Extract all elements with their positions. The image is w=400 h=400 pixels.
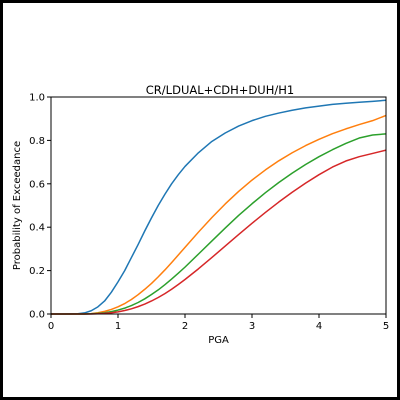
series-line-2: [51, 114, 387, 315]
x-tick-label: 4: [316, 321, 322, 332]
x-tick-label: 1: [115, 321, 121, 332]
x-axis-label: PGA: [208, 335, 229, 346]
y-tick-label: 0.8: [29, 136, 45, 147]
series-line-1: [51, 99, 387, 315]
y-tick-label: 0.6: [29, 179, 45, 190]
y-tick-label: 0.0: [29, 310, 45, 321]
y-tick-label: 1.0: [29, 93, 45, 104]
x-tick-label: 2: [182, 321, 188, 332]
x-tick-label: 0: [48, 321, 54, 332]
series-line-3: [51, 133, 387, 315]
x-tick-label: 3: [249, 321, 255, 332]
y-tick-label: 0.2: [29, 266, 45, 277]
chart-title: CR/LDUAL+CDH+DUH/H1: [146, 83, 294, 97]
series-line-4: [51, 149, 387, 315]
x-tick-label: 5: [383, 321, 389, 332]
chart: CR/LDUAL+CDH+DUH/H1 0 1 2 3 4 5 0.0 0.2 0.4 0.6 0.…: [12, 83, 389, 346]
y-axis-label: Probability of Exceedance: [12, 141, 23, 270]
y-tick-label: 0.4: [29, 223, 45, 234]
series-lines: [51, 99, 387, 315]
axis-ticks: 0 1 2 3 4 5 0.0 0.2 0.4 0.6 0.8 1.0: [29, 93, 389, 333]
axes-frame: [50, 96, 387, 315]
